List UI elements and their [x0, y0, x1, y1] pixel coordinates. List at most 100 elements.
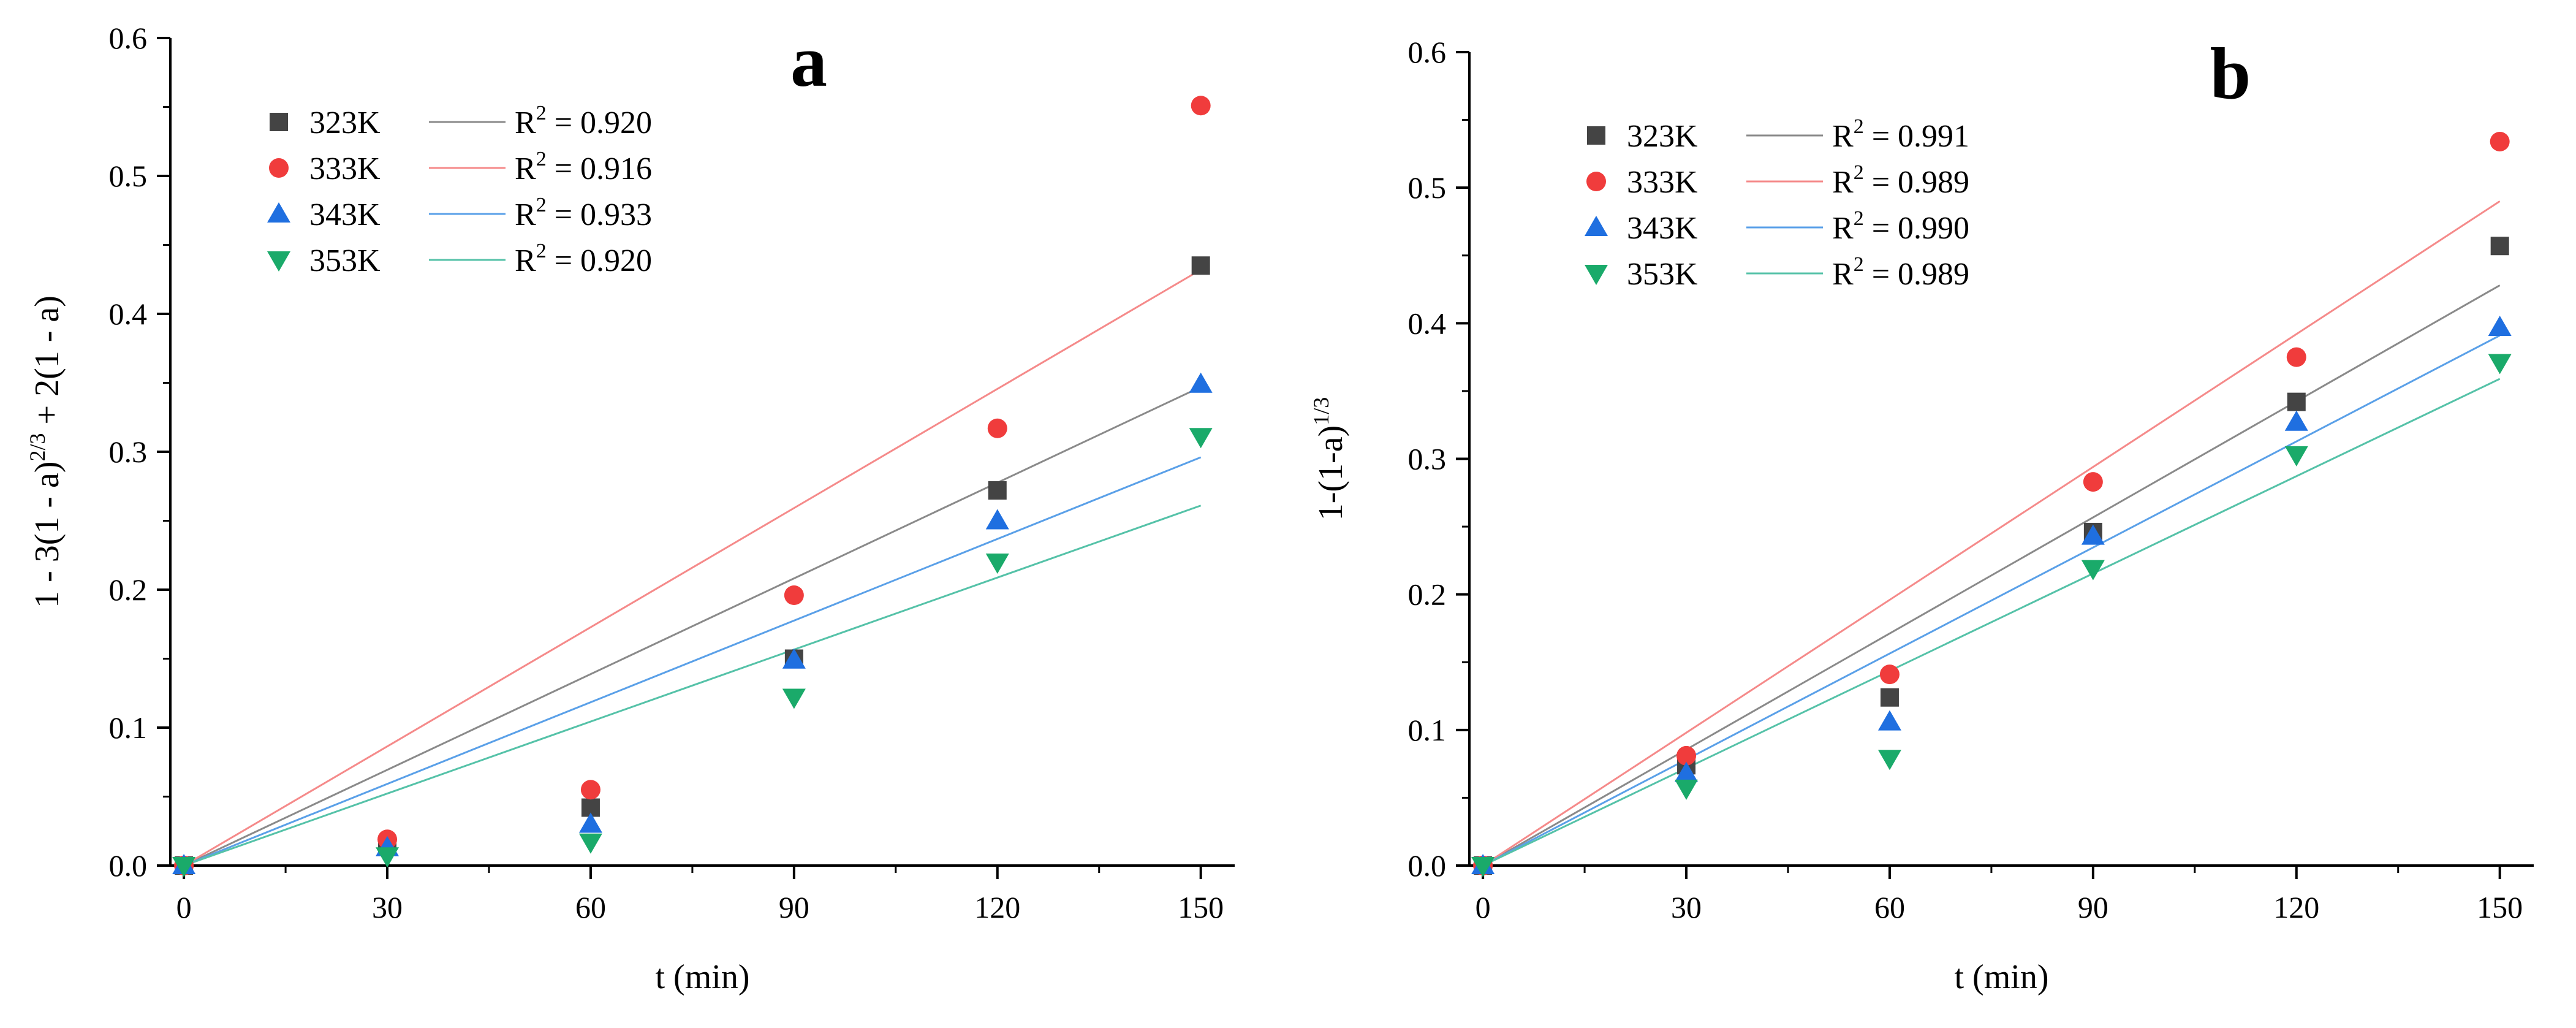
y-tick-label: 0.4 — [109, 297, 148, 331]
legend-r2-value: = 0.933 — [547, 197, 652, 232]
legend-marker-353K — [267, 251, 290, 272]
chart-panel-b: 0 30 60 90 120 150 0.0 0.1 0.2 0.3 0.4 0.5 0.6 t (min… — [1309, 32, 2534, 996]
data-point-333K — [784, 585, 804, 605]
data-point-353K — [1877, 750, 1901, 771]
legend-marker-323K — [270, 113, 288, 131]
data-point-353K — [985, 554, 1009, 574]
data-point-343K — [1675, 761, 1699, 782]
data-point-323K — [1191, 256, 1210, 275]
legend-r2-exponent: 2 — [536, 102, 547, 124]
fit-line-323K — [1482, 284, 2501, 867]
y-axis-label: 1 - 3(1 - a)2/3 + 2(1 - a) — [25, 295, 66, 608]
data-point-333K — [1879, 664, 1900, 685]
legend-label-343K: 343K — [309, 197, 381, 232]
y-tick-label: 0.0 — [1408, 848, 1447, 883]
legend-r2-343K: R2 = 0.933 — [515, 194, 652, 232]
legend-label-333K: 333K — [1627, 165, 1698, 200]
y-tick-label: 0.0 — [109, 848, 148, 883]
y-tick-label: 0.6 — [1408, 35, 1447, 69]
data-point-333K — [987, 418, 1007, 438]
data-point-323K — [2287, 392, 2306, 411]
data-point-353K — [172, 857, 196, 877]
data-point-353K — [1675, 779, 1699, 800]
y-tick-label: 0.3 — [109, 435, 148, 469]
data-point-323K — [2490, 237, 2509, 256]
chart-panel-a: 0 30 60 90 120 150 0.0 0.1 0.2 0.3 0.4 0.5 0.6 t (min… — [25, 20, 1235, 996]
y-axis-label-base: 1-(1-a) — [1312, 425, 1350, 520]
data-point-343K — [578, 812, 602, 833]
data-point-353K — [2081, 560, 2105, 581]
panel-title: a — [790, 20, 827, 102]
y-axis-label-exponent: 1/3 — [1309, 397, 1333, 425]
y-tick-label: 0.2 — [109, 573, 148, 607]
data-point-333K — [2490, 131, 2510, 151]
data-point-343K — [1877, 710, 1901, 731]
legend-r2-symbol: R — [1832, 257, 1854, 292]
data-point-333K — [1676, 745, 1697, 766]
y-axis-label-tail: + 2(1 - a) — [28, 295, 66, 433]
fit-line-323K — [183, 386, 1202, 867]
legend-r2-exponent: 2 — [1854, 253, 1864, 276]
data-point-323K — [988, 481, 1007, 500]
x-tick-label: 120 — [974, 890, 1020, 924]
y-tick-label: 0.4 — [1408, 306, 1447, 340]
x-axis-label: t (min) — [656, 958, 750, 996]
y-tick-label: 0.3 — [1408, 442, 1447, 476]
data-point-343K — [2284, 410, 2308, 431]
x-axis-label: t (min) — [1955, 958, 2049, 996]
legend-r2-exponent: 2 — [536, 148, 547, 170]
data-point-333K — [1191, 96, 1211, 116]
data-point-353K — [2488, 354, 2512, 375]
legend-r2-343K: R2 = 0.990 — [1832, 207, 1969, 246]
legend-r2-323K: R2 = 0.920 — [515, 102, 652, 140]
data-point-343K — [1189, 372, 1213, 393]
legend-r2-value: = 0.991 — [1864, 119, 1969, 154]
x-tick-label: 60 — [575, 890, 606, 924]
data-point-323K — [1880, 688, 1899, 707]
y-axis-label-base: 1 - 3(1 - a) — [28, 461, 66, 607]
legend-r2-symbol: R — [1832, 119, 1854, 154]
legend-r2-353K: R2 = 0.920 — [515, 240, 652, 278]
data-point-333K — [580, 780, 600, 800]
data-point-353K — [578, 833, 602, 854]
legend-label-353K: 353K — [309, 243, 381, 278]
legend-label-333K: 333K — [309, 151, 381, 186]
legend-r2-333K: R2 = 0.916 — [515, 148, 652, 186]
legend-r2-exponent: 2 — [536, 240, 547, 262]
legend-label-323K: 323K — [309, 105, 381, 140]
legend-r2-exponent: 2 — [536, 194, 547, 216]
legend-r2-symbol: R — [515, 151, 536, 186]
fit-line-343K — [183, 456, 1202, 867]
panel-title: b — [2210, 32, 2251, 114]
x-tick-label: 0 — [1476, 890, 1491, 924]
data-point-343K — [985, 509, 1009, 530]
legend-r2-333K: R2 = 0.989 — [1832, 161, 1969, 200]
legend-marker-333K — [269, 158, 289, 178]
legend-r2-symbol: R — [515, 197, 536, 232]
fit-line-343K — [1482, 334, 2501, 867]
legend-r2-value: = 0.920 — [547, 243, 652, 278]
legend-r2-value: = 0.920 — [547, 105, 652, 140]
y-tick-label: 0.5 — [109, 159, 148, 193]
x-tick-label: 30 — [372, 890, 403, 924]
fit-line-333K — [1482, 200, 2501, 867]
data-point-353K — [376, 847, 400, 868]
legend-marker-343K — [1585, 216, 1608, 236]
data-point-353K — [1471, 857, 1495, 877]
x-tick-label: 30 — [1671, 890, 1702, 924]
legend-r2-value: = 0.989 — [1864, 257, 1969, 292]
legend-marker-333K — [1586, 172, 1606, 191]
legend-r2-symbol: R — [1832, 165, 1854, 200]
y-tick-label: 0.2 — [1408, 577, 1447, 612]
legend-r2-value: = 0.990 — [1864, 211, 1969, 246]
legend-marker-353K — [1585, 265, 1608, 285]
legend-r2-value: = 0.989 — [1864, 165, 1969, 200]
legend-r2-exponent: 2 — [1854, 207, 1864, 230]
y-tick-label: 0.5 — [1408, 170, 1447, 205]
x-tick-label: 0 — [176, 890, 192, 924]
legend-r2-exponent: 2 — [1854, 161, 1864, 184]
fit-line-333K — [183, 268, 1202, 867]
legend-label-353K: 353K — [1627, 257, 1698, 292]
y-axis-label-exponent: 2/3 — [25, 433, 50, 461]
x-tick-label: 90 — [2078, 890, 2108, 924]
